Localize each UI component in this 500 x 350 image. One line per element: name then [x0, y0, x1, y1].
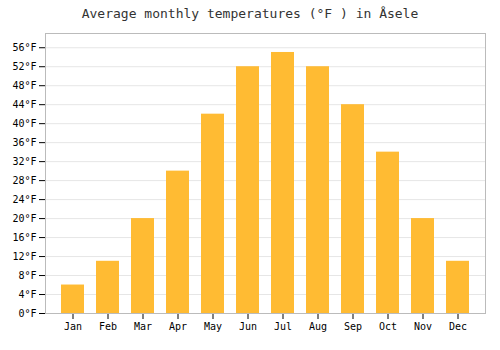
svg-text:40°F: 40°F — [12, 118, 36, 129]
svg-text:24°F: 24°F — [12, 194, 36, 205]
svg-text:Jul: Jul — [274, 321, 292, 332]
svg-text:28°F: 28°F — [12, 175, 36, 186]
svg-text:Nov: Nov — [414, 321, 432, 332]
svg-text:Dec: Dec — [449, 321, 467, 332]
svg-text:48°F: 48°F — [12, 80, 36, 91]
svg-text:12°F: 12°F — [12, 251, 36, 262]
svg-text:20°F: 20°F — [12, 213, 36, 224]
svg-text:44°F: 44°F — [12, 99, 36, 110]
svg-text:4°F: 4°F — [18, 289, 36, 300]
svg-text:Jan: Jan — [64, 321, 82, 332]
svg-text:May: May — [204, 321, 222, 332]
svg-text:Aug: Aug — [309, 321, 327, 332]
html-text:Average monthly temperatures (: Average monthly temperatures (°F ) in Ås… — [81, 6, 419, 21]
svg-text:56°F: 56°F — [12, 42, 36, 53]
svg-text:Jun: Jun — [239, 321, 257, 332]
svg-text:Mar: Mar — [134, 321, 152, 332]
svg-text:Oct: Oct — [379, 321, 397, 332]
svg-text:36°F: 36°F — [12, 137, 36, 148]
svg-text:8°F: 8°F — [18, 270, 36, 281]
svg-text:0°F: 0°F — [18, 308, 36, 319]
svg-text:Sep: Sep — [344, 321, 362, 332]
svg-text:Feb: Feb — [99, 321, 117, 332]
svg-text:Apr: Apr — [169, 321, 187, 332]
svg-text:32°F: 32°F — [12, 156, 36, 167]
svg-text:52°F: 52°F — [12, 61, 36, 72]
svg-text:16°F: 16°F — [12, 232, 36, 243]
